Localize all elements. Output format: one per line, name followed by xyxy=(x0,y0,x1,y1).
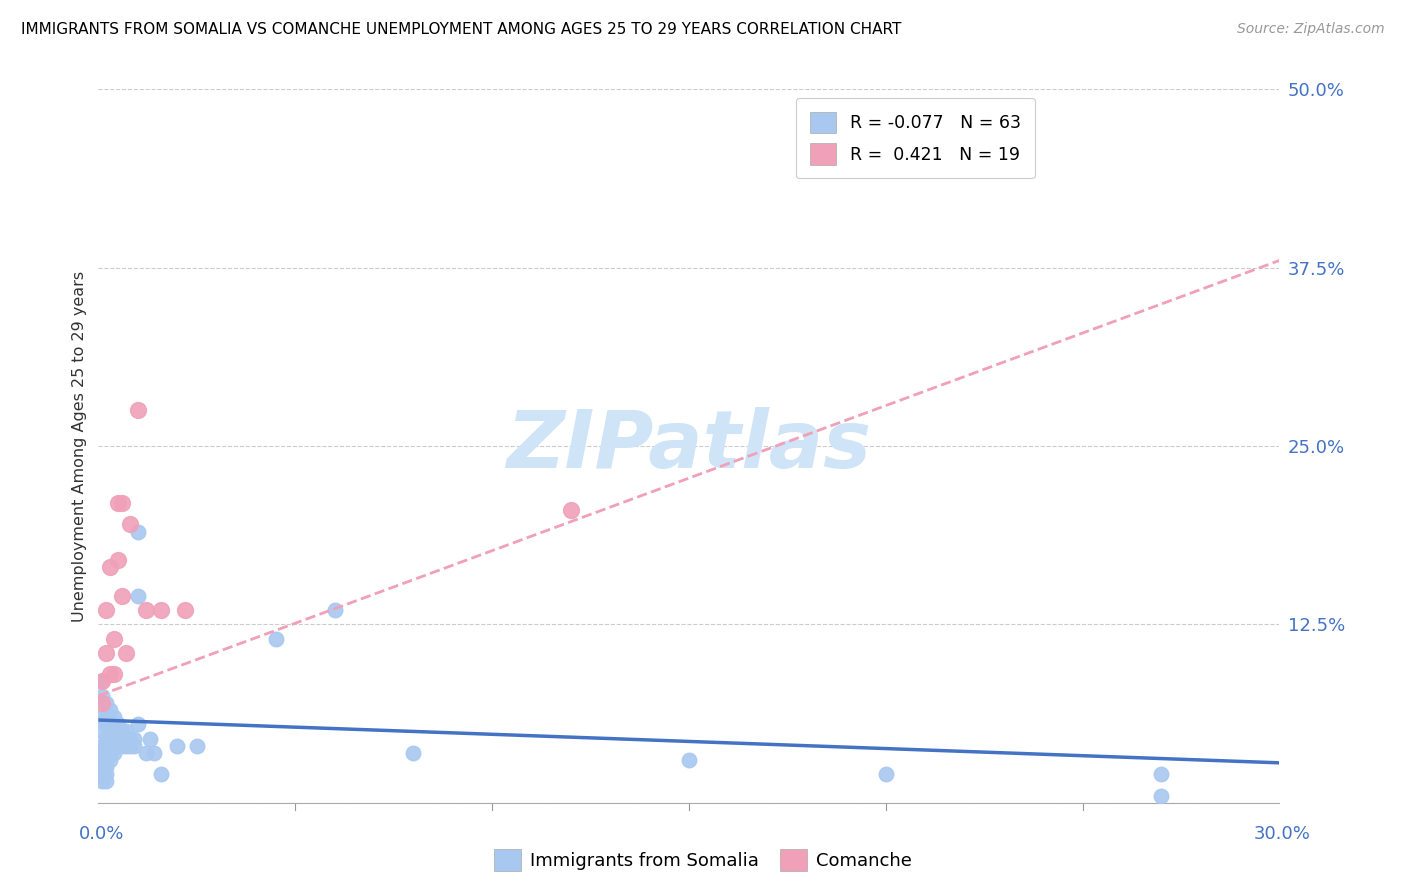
Point xyxy=(107,731,129,746)
Point xyxy=(103,739,125,753)
Point xyxy=(127,524,149,539)
Point xyxy=(96,646,118,660)
Text: 30.0%: 30.0% xyxy=(1254,825,1310,843)
Point xyxy=(111,731,134,746)
Point xyxy=(96,696,118,710)
Point xyxy=(122,731,145,746)
Legend: Immigrants from Somalia, Comanche: Immigrants from Somalia, Comanche xyxy=(486,842,920,879)
Point xyxy=(138,731,160,746)
Legend: R = -0.077   N = 63, R =  0.421   N = 19: R = -0.077 N = 63, R = 0.421 N = 19 xyxy=(796,98,1035,178)
Point xyxy=(103,731,125,746)
Point xyxy=(91,739,114,753)
Point xyxy=(98,703,121,717)
Point xyxy=(111,589,134,603)
Point xyxy=(1150,789,1173,803)
Point xyxy=(115,739,138,753)
Point xyxy=(166,739,188,753)
Point xyxy=(96,746,118,760)
Point xyxy=(96,774,118,789)
Point xyxy=(107,724,129,739)
Point xyxy=(103,746,125,760)
Point xyxy=(96,731,118,746)
Point xyxy=(135,603,157,617)
Point xyxy=(560,503,582,517)
Point xyxy=(96,767,118,781)
Point xyxy=(98,717,121,731)
Point xyxy=(1150,767,1173,781)
Point xyxy=(98,724,121,739)
Point xyxy=(91,760,114,774)
Point xyxy=(115,731,138,746)
Point xyxy=(115,646,138,660)
Point xyxy=(103,724,125,739)
Point xyxy=(91,753,114,767)
Point xyxy=(174,603,197,617)
Point xyxy=(135,746,157,760)
Point xyxy=(107,717,129,731)
Point xyxy=(150,767,173,781)
Point xyxy=(91,696,114,710)
Point xyxy=(111,724,134,739)
Point xyxy=(98,739,121,753)
Point xyxy=(103,710,125,724)
Point xyxy=(323,603,346,617)
Point xyxy=(107,739,129,753)
Point xyxy=(107,496,129,510)
Point xyxy=(98,746,121,760)
Point xyxy=(103,717,125,731)
Point xyxy=(875,767,897,781)
Point xyxy=(111,496,134,510)
Point xyxy=(186,739,208,753)
Point xyxy=(96,753,118,767)
Point xyxy=(91,746,114,760)
Point xyxy=(96,717,118,731)
Point xyxy=(122,739,145,753)
Point xyxy=(402,746,425,760)
Point xyxy=(98,560,121,574)
Point xyxy=(91,689,114,703)
Point xyxy=(91,724,114,739)
Y-axis label: Unemployment Among Ages 25 to 29 years: Unemployment Among Ages 25 to 29 years xyxy=(72,270,87,622)
Point xyxy=(127,717,149,731)
Point xyxy=(111,739,134,753)
Point xyxy=(91,774,114,789)
Point xyxy=(103,667,125,681)
Point xyxy=(91,674,114,689)
Text: 0.0%: 0.0% xyxy=(79,825,124,843)
Point xyxy=(96,603,118,617)
Text: IMMIGRANTS FROM SOMALIA VS COMANCHE UNEMPLOYMENT AMONG AGES 25 TO 29 YEARS CORRE: IMMIGRANTS FROM SOMALIA VS COMANCHE UNEM… xyxy=(21,22,901,37)
Point xyxy=(107,553,129,567)
Text: ZIPatlas: ZIPatlas xyxy=(506,407,872,485)
Point xyxy=(264,632,287,646)
Point xyxy=(150,603,173,617)
Point xyxy=(96,710,118,724)
Point xyxy=(127,403,149,417)
Point xyxy=(118,517,141,532)
Point xyxy=(98,731,121,746)
Point xyxy=(118,739,141,753)
Point xyxy=(103,632,125,646)
Point xyxy=(127,589,149,603)
Point xyxy=(91,674,114,689)
Point xyxy=(96,739,118,753)
Point xyxy=(91,710,114,724)
Point xyxy=(98,667,121,681)
Point xyxy=(96,760,118,774)
Point xyxy=(91,767,114,781)
Point xyxy=(678,753,700,767)
Point xyxy=(115,724,138,739)
Point xyxy=(142,746,165,760)
Point xyxy=(118,731,141,746)
Point xyxy=(98,753,121,767)
Text: Source: ZipAtlas.com: Source: ZipAtlas.com xyxy=(1237,22,1385,37)
